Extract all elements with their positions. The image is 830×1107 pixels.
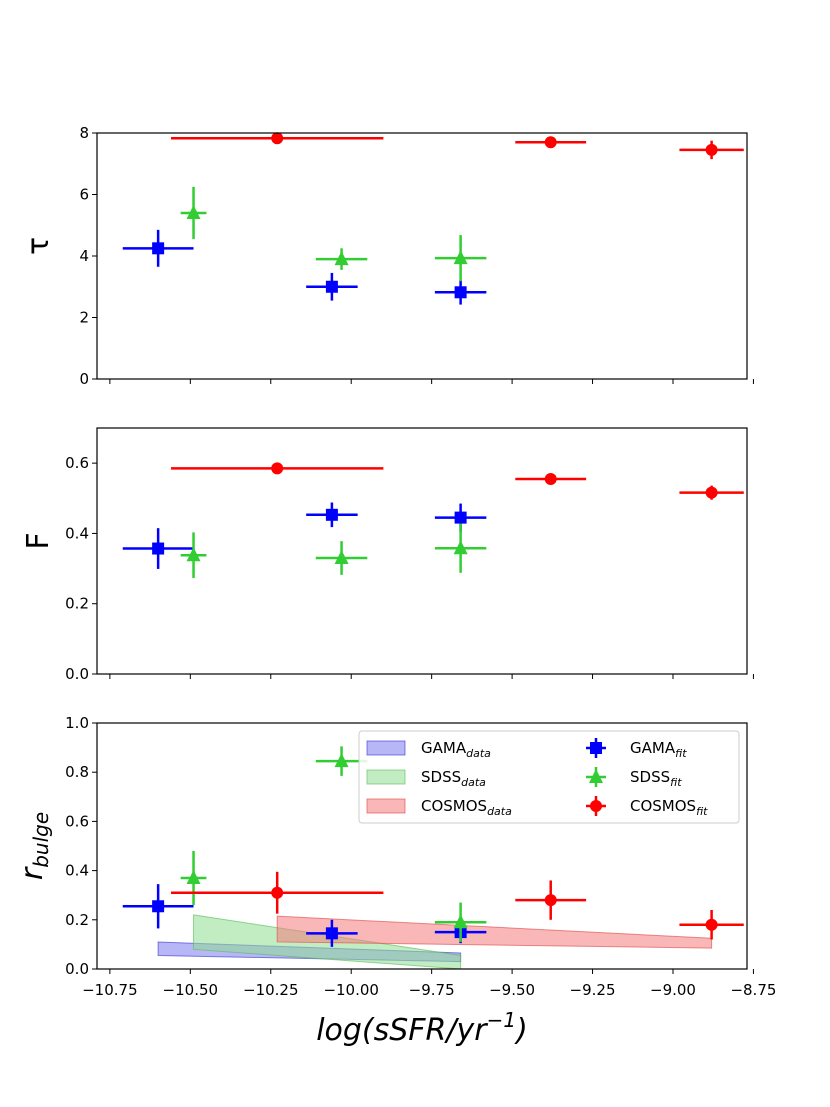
xtick-label-8: −8.75 <box>730 981 776 999</box>
point-cosmos-2 <box>705 486 718 499</box>
legend-label-gama-fit: GAMAfit <box>630 739 687 760</box>
point-sdss-1 <box>334 753 349 768</box>
legend: GAMAdata SDSSdata COSMOSdata GAMAfit SDSSfit… <box>358 730 740 824</box>
point-cosmos-2 <box>705 143 718 156</box>
point-gama-2 <box>454 286 467 299</box>
legend-label-cosmos-fit: COSMOSfit <box>630 797 708 818</box>
xtick-label-5: −9.50 <box>489 981 535 999</box>
xtick-label-3: −10.00 <box>323 981 379 999</box>
point-gama-2 <box>454 511 467 524</box>
point-cosmos-0 <box>271 132 284 145</box>
ylabel-middle: F <box>21 532 56 549</box>
ytick-label-top-3: 6 <box>79 186 89 204</box>
axes-frame-top <box>96 132 748 380</box>
ytick-label-middle-2: 0.4 <box>65 524 89 542</box>
xtick-label-7: −9.00 <box>650 981 696 999</box>
point-gama-1 <box>325 927 338 940</box>
axes-frame-bottom <box>96 722 748 970</box>
point-cosmos-1 <box>544 894 557 907</box>
band-cosmos <box>276 915 713 949</box>
legend-swatch-sdss-data <box>366 769 406 785</box>
point-sdss-0 <box>186 547 201 562</box>
xtick-label-0: −10.75 <box>82 981 138 999</box>
point-cosmos-1 <box>544 472 557 485</box>
point-gama-0 <box>152 542 165 555</box>
legend-label-sdss-data: SDSSdata <box>421 768 486 789</box>
point-gama-0 <box>152 242 165 255</box>
legend-label-gama-data: GAMAdata <box>421 739 491 760</box>
ylabel-top: τ <box>21 237 56 255</box>
xtick-label-6: −9.25 <box>570 981 616 999</box>
ytick-label-bottom-5: 1.0 <box>65 714 89 732</box>
xtick-label-2: −10.25 <box>243 981 299 999</box>
point-sdss-2 <box>453 914 468 929</box>
legend-marker-sdss <box>589 769 603 783</box>
point-cosmos-0 <box>271 886 284 899</box>
point-sdss-2 <box>453 540 468 555</box>
point-gama-0 <box>152 900 165 913</box>
xlabel: log(sSFR/yr−1) <box>316 1008 528 1048</box>
point-cosmos-0 <box>271 462 284 475</box>
panel-top: 0 2 4 6 8 τ <box>21 124 754 388</box>
ytick-label-middle-1: 0.2 <box>65 595 89 613</box>
ylabel-bottom: rbulge <box>15 812 53 880</box>
ytick-label-top-2: 4 <box>79 247 89 265</box>
legend-box <box>358 730 740 824</box>
point-sdss-1 <box>334 251 349 266</box>
ytick-label-middle-0: 0.0 <box>65 665 89 683</box>
point-cosmos-2 <box>705 918 718 931</box>
ytick-label-bottom-1: 0.2 <box>65 911 89 929</box>
ytick-label-top-1: 2 <box>79 309 89 327</box>
legend-marker-cosmos <box>590 800 602 812</box>
axes-frame-middle <box>96 427 748 675</box>
legend-label-cosmos-data: COSMOSdata <box>421 797 512 818</box>
panel-middle: 0.0 0.2 0.4 0.6 F <box>21 427 754 683</box>
legend-swatch-gama-data <box>366 740 406 756</box>
xtick-label-1: −10.50 <box>163 981 219 999</box>
point-sdss-0 <box>186 204 201 219</box>
point-sdss-1 <box>334 550 349 565</box>
ytick-label-top-4: 8 <box>79 124 89 142</box>
legend-marker-gama <box>590 742 602 754</box>
legend-label-sdss-fit: SDSSfit <box>630 768 682 789</box>
ytick-label-bottom-0: 0.0 <box>65 960 89 978</box>
point-gama-1 <box>325 280 338 293</box>
xtick-label-4: −9.75 <box>409 981 455 999</box>
point-sdss-2 <box>453 250 468 265</box>
point-gama-1 <box>325 508 338 521</box>
ytick-label-top-0: 0 <box>79 370 89 388</box>
point-cosmos-1 <box>544 136 557 149</box>
point-sdss-0 <box>186 869 201 884</box>
legend-swatch-cosmos-data <box>366 798 406 814</box>
ytick-label-middle-3: 0.6 <box>65 454 89 472</box>
ytick-label-bottom-2: 0.4 <box>65 862 89 880</box>
ytick-label-bottom-4: 0.8 <box>65 763 89 781</box>
panel-bottom: 0.0 0.2 0.4 0.6 0.8 1.0 rbulge <box>15 714 754 978</box>
ytick-label-bottom-3: 0.6 <box>65 812 89 830</box>
